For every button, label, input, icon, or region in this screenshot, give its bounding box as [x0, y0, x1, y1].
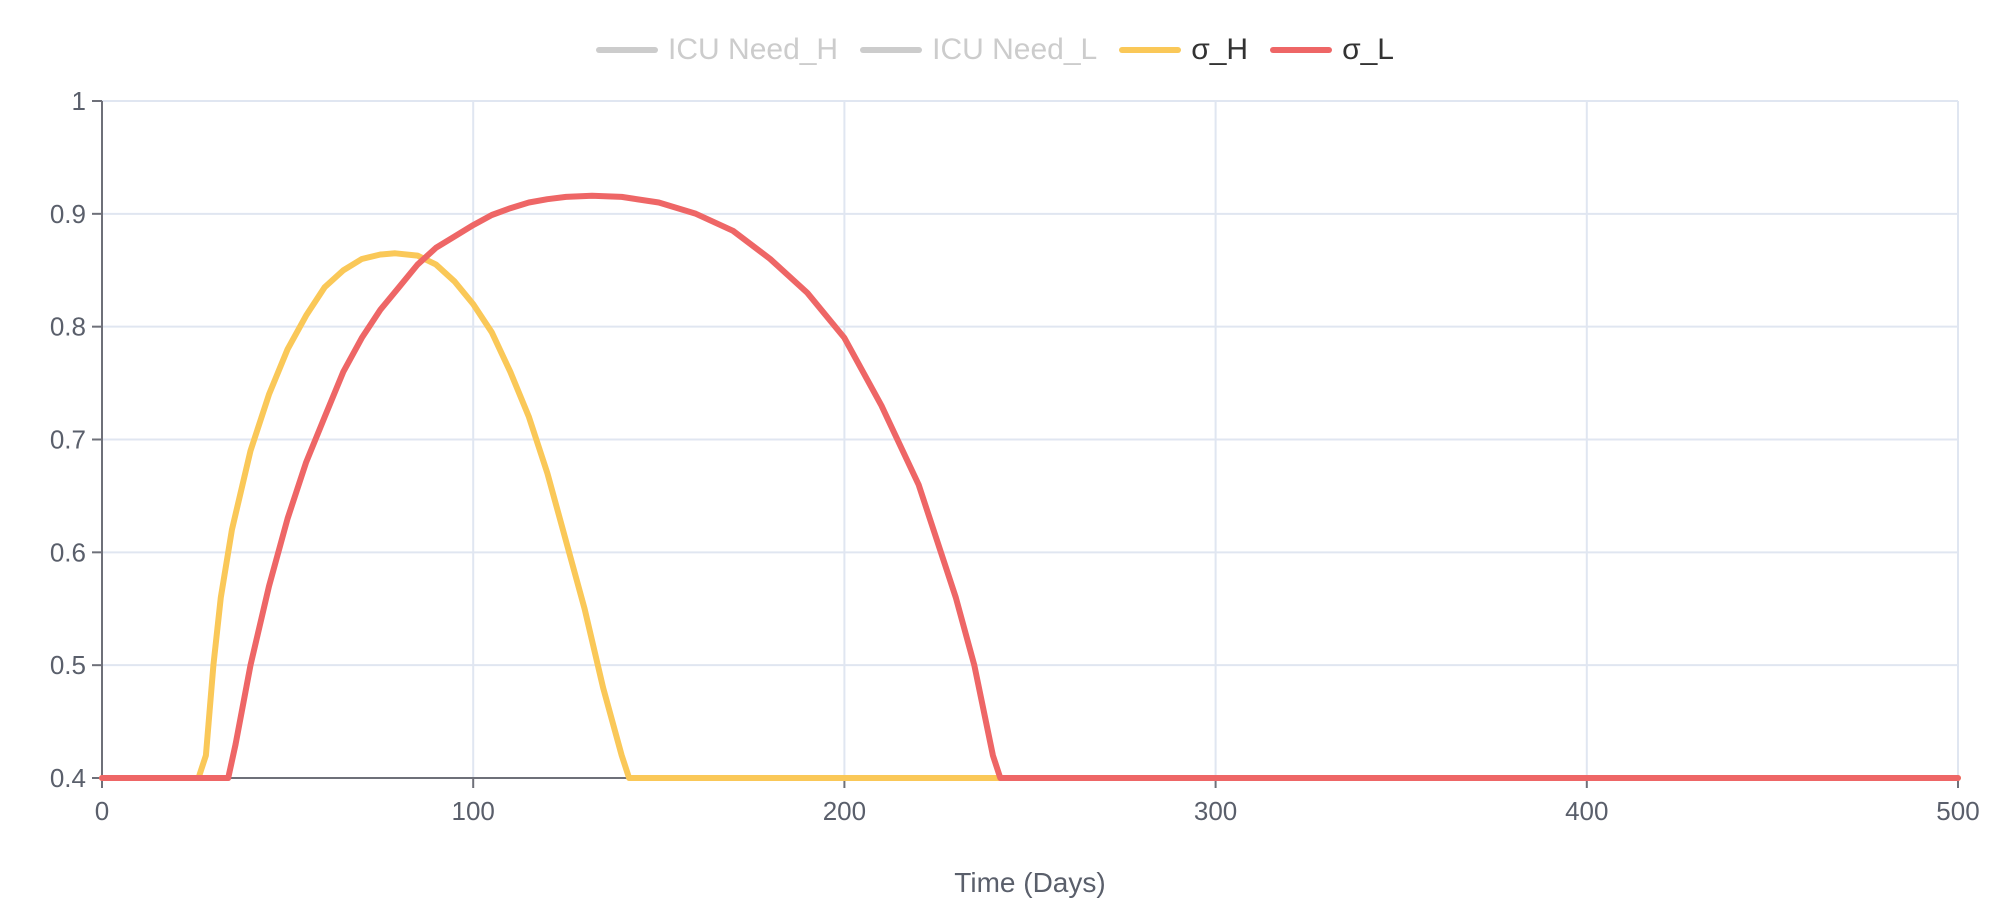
chart-legend: ICU Need_H ICU Need_L σ_H σ_L — [0, 30, 1990, 70]
legend-label-sigma-l: σ_L — [1342, 33, 1394, 66]
legend-item-sigma-h[interactable]: σ_H — [1119, 33, 1248, 67]
y-tick-label: 0.4 — [50, 763, 86, 793]
legend-label-icu-need-l: ICU Need_L — [932, 33, 1098, 66]
series-line-sigma-l — [99, 192, 1961, 781]
y-tick-label: 0.8 — [50, 312, 86, 342]
x-axis-title: Time (Days) — [954, 867, 1105, 898]
legend-item-icu-need-l[interactable]: ICU Need_L — [860, 33, 1097, 67]
y-tick-label: 0.9 — [50, 199, 86, 229]
legend-item-icu-need-h[interactable]: ICU Need_H — [596, 33, 838, 67]
grid-lines — [102, 100, 1959, 778]
series-line-sigma-h — [99, 250, 1961, 781]
legend-item-sigma-l[interactable]: σ_L — [1270, 33, 1394, 67]
y-tick-label: 0.7 — [50, 425, 86, 455]
x-tick-label: 400 — [1565, 796, 1608, 826]
series-lines — [99, 192, 1961, 781]
legend-swatch-icu-need-l — [860, 47, 923, 53]
y-tick-label: 0.6 — [50, 537, 86, 567]
y-tick-label: 1 — [72, 86, 86, 116]
legend-label-icu-need-h: ICU Need_H — [668, 33, 839, 66]
legend-swatch-sigma-l — [1270, 47, 1333, 53]
axes — [92, 100, 1959, 788]
x-tick-label: 100 — [452, 796, 495, 826]
x-tick-label: 500 — [1936, 796, 1979, 826]
legend-label-sigma-h: σ_H — [1191, 33, 1249, 66]
x-tick-label: 0 — [95, 796, 109, 826]
legend-swatch-sigma-h — [1119, 47, 1182, 53]
y-tick-label: 0.5 — [50, 650, 86, 680]
legend-swatch-icu-need-h — [596, 47, 659, 53]
x-tick-label: 200 — [823, 796, 866, 826]
x-tick-label: 300 — [1194, 796, 1237, 826]
tick-labels: 0.4 0.5 0.6 0.7 0.8 0.9 1 0 100 200 300 400 500 — [50, 86, 1980, 826]
